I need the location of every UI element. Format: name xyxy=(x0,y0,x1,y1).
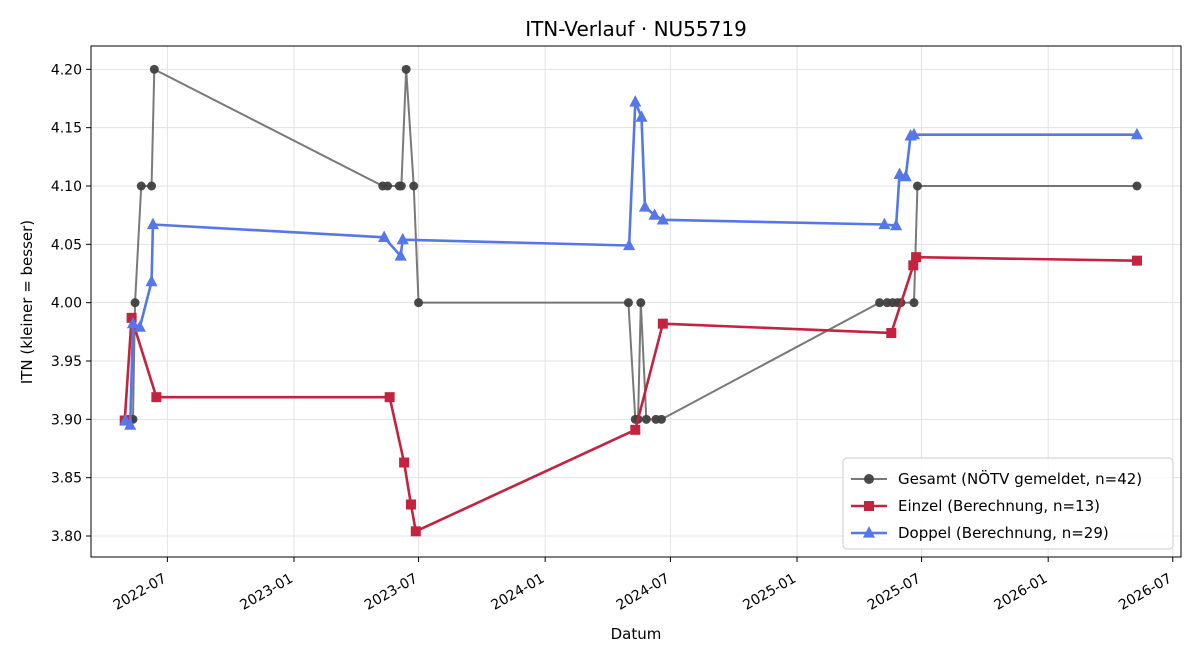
x-tick-label: 2025-01 xyxy=(740,571,799,614)
doppel-point xyxy=(648,208,661,220)
doppel-point xyxy=(378,230,391,242)
chart-title: ITN-Verlauf · NU55719 xyxy=(525,17,747,41)
doppel-point xyxy=(396,232,409,245)
y-tick-label: 4.10 xyxy=(51,179,82,195)
x-tick-label: 2023-07 xyxy=(362,571,421,614)
einzel-point xyxy=(126,312,137,323)
doppel-point xyxy=(133,320,146,332)
x-tick-layer: 2022-07 2023-01 2023-07 2024-01 2024-07 2025-… xyxy=(111,557,1175,614)
doppel-point xyxy=(146,217,159,230)
doppel-point xyxy=(1130,127,1144,140)
doppel-line xyxy=(124,100,1137,427)
y-tick-label: 4.00 xyxy=(51,296,82,312)
einzel-point xyxy=(657,318,668,329)
doppel-point xyxy=(629,95,642,107)
x-tick-label: 2024-01 xyxy=(489,571,548,614)
legend-swatch-point xyxy=(864,474,874,484)
doppel-series xyxy=(119,95,1144,430)
legend: Gesamt (NÖTV gemeldet, n=42) Einzel (Bere… xyxy=(842,457,1174,550)
doppel-point xyxy=(635,110,648,122)
einzel-series xyxy=(119,252,1142,537)
grid-layer xyxy=(91,46,1181,557)
gesamt-point xyxy=(409,181,419,191)
x-tick-label: 2025-07 xyxy=(865,571,924,614)
legend-box xyxy=(842,457,1174,550)
series-layer xyxy=(119,64,1144,537)
gesamt-point xyxy=(623,298,633,308)
x-tick-label: 2026-01 xyxy=(992,571,1051,614)
gesamt-point xyxy=(656,414,666,424)
y-tick-label: 4.05 xyxy=(51,237,82,253)
einzel-point xyxy=(886,328,897,338)
y-axis-title: ITN (kleiner = besser) xyxy=(18,220,36,384)
y-tick-label: 4.20 xyxy=(51,62,82,78)
einzel-point xyxy=(908,260,919,271)
legend-item: Doppel (Berechnung, n=29) xyxy=(851,524,1109,542)
doppel-point xyxy=(145,274,158,287)
doppel-point xyxy=(623,238,636,251)
legend-label: Doppel (Berechnung, n=29) xyxy=(898,524,1109,542)
gesamt-point xyxy=(414,298,424,308)
gesamt-point xyxy=(136,181,146,191)
legend-swatch-point xyxy=(862,526,876,538)
gesamt-point xyxy=(909,298,919,308)
y-tick-label: 3.90 xyxy=(51,412,82,428)
x-axis-title: Datum xyxy=(611,625,662,643)
gesamt-point xyxy=(912,181,922,191)
gesamt-point xyxy=(383,181,393,191)
x-tick-label: 2022-07 xyxy=(111,571,170,614)
legend-item: Gesamt (NÖTV gemeldet, n=42) xyxy=(851,469,1142,488)
doppel-point xyxy=(890,218,903,231)
doppel-point xyxy=(878,217,891,230)
doppel-point xyxy=(907,127,921,140)
x-tick-label: 2026-07 xyxy=(1116,571,1175,614)
gesamt-point xyxy=(401,64,411,74)
gesamt-point xyxy=(149,64,159,74)
gesamt-point xyxy=(147,181,157,191)
doppel-point xyxy=(638,200,651,212)
y-tick-label: 3.95 xyxy=(51,354,82,370)
gesamt-point xyxy=(636,298,646,308)
einzel-point xyxy=(410,526,421,537)
gesamt-point xyxy=(396,181,406,191)
gesamt-point xyxy=(1132,181,1142,191)
doppel-point xyxy=(124,418,137,430)
gesamt-point xyxy=(641,414,651,424)
doppel-point xyxy=(656,213,669,225)
plot-frame xyxy=(90,45,1182,558)
y-tick-label: 3.80 xyxy=(51,529,82,545)
legend-item: Einzel (Berechnung, n=13) xyxy=(851,497,1100,515)
x-tick-label: 2024-07 xyxy=(614,571,673,614)
y-tick-layer: 3.80 3.85 3.90 3.95 4.00 4.05 4.10 4.15 4.20 xyxy=(51,62,91,545)
y-tick-label: 3.85 xyxy=(51,471,82,487)
einzel-point xyxy=(384,392,395,403)
doppel-point xyxy=(394,249,407,261)
legend-label: Gesamt (NÖTV gemeldet, n=42) xyxy=(898,469,1142,488)
einzel-point xyxy=(151,392,162,403)
gesamt-point xyxy=(875,298,885,308)
einzel-point xyxy=(911,252,922,263)
legend-label: Einzel (Berechnung, n=13) xyxy=(898,497,1100,515)
einzel-point xyxy=(399,457,410,468)
doppel-point xyxy=(126,316,140,329)
einzel-point xyxy=(1131,255,1142,266)
einzel-point xyxy=(405,499,416,510)
gesamt-point xyxy=(130,298,140,308)
x-tick-label: 2023-01 xyxy=(237,571,296,614)
einzel-point xyxy=(630,424,641,435)
y-tick-label: 4.15 xyxy=(51,121,82,137)
doppel-point xyxy=(899,169,912,182)
legend-swatch-point xyxy=(864,501,874,511)
